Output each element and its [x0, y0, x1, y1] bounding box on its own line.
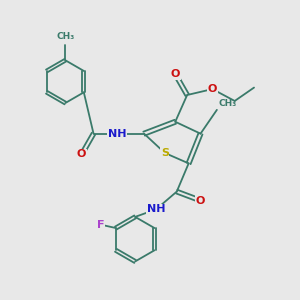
Text: F: F	[97, 220, 105, 230]
Text: O: O	[196, 196, 205, 206]
Text: O: O	[171, 69, 180, 79]
Text: O: O	[77, 149, 86, 160]
Text: O: O	[208, 84, 217, 94]
Text: S: S	[161, 148, 169, 158]
Text: CH₃: CH₃	[218, 99, 237, 108]
Text: NH: NH	[108, 129, 127, 139]
Text: CH₃: CH₃	[56, 32, 74, 41]
Text: NH: NH	[147, 204, 165, 214]
